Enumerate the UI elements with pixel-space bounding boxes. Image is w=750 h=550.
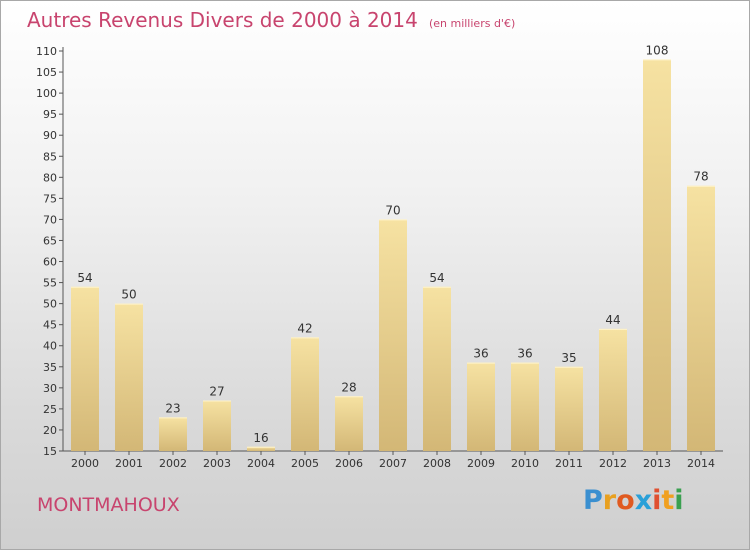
x-tick-label: 2000 bbox=[71, 457, 99, 470]
y-tick-label: 80 bbox=[43, 171, 57, 184]
bar-value-label: 42 bbox=[297, 321, 312, 335]
y-tick-label: 85 bbox=[43, 150, 57, 163]
y-tick-label: 45 bbox=[43, 319, 57, 332]
bar-value-label: 108 bbox=[646, 43, 669, 57]
proxiti-logo: Proxiti bbox=[583, 485, 684, 516]
y-tick-label: 50 bbox=[43, 298, 57, 311]
bar-value-label: 27 bbox=[209, 384, 224, 398]
bar bbox=[159, 417, 187, 451]
x-tick-label: 2001 bbox=[115, 457, 143, 470]
x-tick-label: 2003 bbox=[203, 457, 231, 470]
bar bbox=[423, 286, 451, 451]
y-tick-label: 40 bbox=[43, 340, 57, 353]
x-tick-label: 2007 bbox=[379, 457, 407, 470]
y-tick-label: 70 bbox=[43, 213, 57, 226]
x-tick-label: 2012 bbox=[599, 457, 627, 470]
bar bbox=[687, 185, 715, 451]
x-tick-label: 2009 bbox=[467, 457, 495, 470]
x-tick-label: 2010 bbox=[511, 457, 539, 470]
bar bbox=[71, 286, 99, 451]
y-tick-label: 105 bbox=[36, 66, 57, 79]
bar bbox=[643, 59, 671, 451]
bar bbox=[247, 446, 275, 451]
bar bbox=[379, 219, 407, 451]
bar-value-label: 44 bbox=[605, 313, 620, 327]
y-tick-label: 60 bbox=[43, 256, 57, 269]
logo-letter: P bbox=[583, 485, 603, 516]
x-tick-label: 2011 bbox=[555, 457, 583, 470]
bar-value-label: 36 bbox=[473, 347, 488, 361]
y-tick-label: 25 bbox=[43, 403, 57, 416]
logo-letter: x bbox=[634, 485, 653, 516]
bar-value-label: 35 bbox=[561, 351, 576, 365]
logo-letter: r bbox=[602, 485, 617, 516]
x-tick-label: 2008 bbox=[423, 457, 451, 470]
bar-value-label: 54 bbox=[77, 271, 92, 285]
bar-value-label: 28 bbox=[341, 380, 356, 394]
x-tick-label: 2005 bbox=[291, 457, 319, 470]
y-tick-label: 100 bbox=[36, 87, 57, 100]
chart-title-main: Autres Revenus Divers de 2000 à 2014 bbox=[27, 8, 418, 32]
x-tick-label: 2006 bbox=[335, 457, 363, 470]
y-tick-label: 15 bbox=[43, 445, 57, 458]
bar bbox=[203, 400, 231, 451]
bar-value-label: 78 bbox=[693, 170, 708, 184]
bar-value-label: 54 bbox=[429, 271, 444, 285]
x-tick-label: 2002 bbox=[159, 457, 187, 470]
chart-title-unit: (en milliers d'€) bbox=[428, 17, 516, 30]
bar bbox=[467, 362, 495, 451]
y-tick-label: 55 bbox=[43, 277, 57, 290]
logo-letter: o bbox=[616, 485, 635, 516]
bar bbox=[511, 362, 539, 451]
bar bbox=[555, 366, 583, 451]
y-tick-label: 20 bbox=[43, 424, 57, 437]
logo-letter: i bbox=[674, 485, 684, 516]
y-tick-label: 65 bbox=[43, 234, 57, 247]
chart-title: Autres Revenus Divers de 2000 à 2014 (en… bbox=[27, 8, 515, 32]
logo-letter: t bbox=[661, 485, 675, 516]
bar-value-label: 23 bbox=[165, 401, 180, 415]
bar bbox=[115, 303, 143, 451]
bar-value-label: 36 bbox=[517, 347, 532, 361]
bar bbox=[291, 337, 319, 451]
y-tick-label: 95 bbox=[43, 108, 57, 121]
x-tick-label: 2013 bbox=[643, 457, 671, 470]
y-tick-label: 110 bbox=[36, 45, 57, 58]
bar bbox=[599, 328, 627, 451]
bar-value-label: 50 bbox=[121, 288, 136, 302]
x-tick-label: 2014 bbox=[687, 457, 715, 470]
x-tick-label: 2004 bbox=[247, 457, 275, 470]
logo-letter: i bbox=[652, 485, 662, 516]
y-tick-label: 90 bbox=[43, 129, 57, 142]
bar-value-label: 16 bbox=[253, 431, 268, 445]
y-tick-label: 35 bbox=[43, 361, 57, 374]
town-name: MONTMAHOUX bbox=[37, 494, 180, 516]
y-tick-label: 30 bbox=[43, 382, 57, 395]
y-tick-label: 75 bbox=[43, 192, 57, 205]
bar bbox=[335, 396, 363, 451]
bar-value-label: 70 bbox=[385, 203, 400, 217]
